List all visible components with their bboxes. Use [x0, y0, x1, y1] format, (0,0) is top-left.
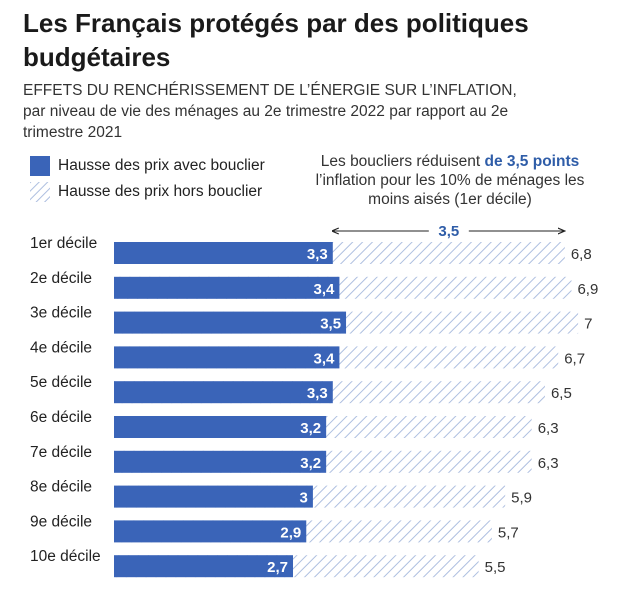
value-label-without-shield: 5,7 [498, 524, 519, 541]
legend-swatch-solid [30, 156, 50, 176]
category-label: 8e décile [30, 479, 92, 496]
value-label-with-shield: 3,4 [314, 350, 336, 367]
category-label: 3e décile [30, 305, 92, 322]
value-label-with-shield: 3,4 [314, 281, 336, 298]
value-label-with-shield: 3,3 [307, 385, 328, 402]
value-label-with-shield: 3,3 [307, 246, 328, 263]
value-label-with-shield: 3 [300, 490, 308, 507]
category-label: 2e décile [30, 270, 92, 287]
chart-title: Les Français protégés par des politiques… [23, 8, 529, 72]
bars-group: 1er décile 3,3 6,8 2e décile 3,4 6,9 3e décile… [30, 235, 598, 578]
value-label-without-shield: 6,9 [577, 281, 598, 298]
value-label-without-shield: 6,5 [551, 385, 572, 402]
category-label: 6e décile [30, 409, 92, 426]
value-label-without-shield: 6,3 [538, 420, 559, 437]
category-label: 5e décile [30, 374, 92, 391]
bar-with-shield [114, 485, 313, 508]
legend-item-without-shield: Hausse des prix hors bouclier [30, 179, 265, 205]
chart-subtitle: EFFETS DU RENCHÉRISSEMENT DE L’ÉNERGIE S… [23, 80, 563, 143]
bracket-label: 3,5 [438, 223, 459, 240]
bar-with-shield [114, 311, 347, 334]
category-label: 10e décile [30, 548, 101, 565]
value-label-with-shield: 2,9 [280, 524, 301, 541]
value-label-with-shield: 2,7 [267, 559, 288, 576]
value-label-with-shield: 3,2 [300, 455, 321, 472]
annotation-suffix: l’inflation pour les 10% de ménages les … [315, 172, 585, 208]
value-label-without-shield: 5,5 [485, 559, 506, 576]
value-label-with-shield: 3,5 [320, 316, 341, 333]
annotation-prefix: Les boucliers réduisent [320, 153, 481, 170]
legend-label-without-shield: Hausse des prix hors bouclier [58, 183, 263, 200]
bar-with-shield [114, 520, 307, 543]
category-label: 1er décile [30, 235, 97, 252]
annotation: Les boucliers réduisent de 3,5 points l’… [300, 152, 600, 209]
category-label: 4e décile [30, 339, 92, 356]
value-label-without-shield: 6,3 [538, 455, 559, 472]
bar-with-shield [114, 416, 327, 438]
value-label-without-shield: 7 [584, 316, 592, 333]
difference-bracket: 3,5 [333, 223, 565, 240]
subtitle-description: par niveau de vie des ménages au 2e trim… [23, 103, 509, 141]
bar-with-shield [114, 346, 340, 369]
legend-item-with-shield: Hausse des prix avec bouclier [30, 153, 265, 179]
bar-with-shield [114, 555, 294, 578]
legend: Hausse des prix avec bouclier Hausse des… [30, 153, 265, 205]
value-label-without-shield: 5,9 [511, 490, 532, 507]
legend-swatch-hatched [30, 182, 50, 202]
legend-label-with-shield: Hausse des prix avec bouclier [58, 157, 265, 174]
category-label: 9e décile [30, 513, 92, 530]
bar-with-shield [114, 381, 333, 404]
bar-with-shield [114, 450, 327, 473]
value-label-with-shield: 3,2 [300, 420, 321, 437]
value-label-without-shield: 6,7 [564, 350, 585, 367]
bar-with-shield [114, 276, 340, 299]
value-label-without-shield: 6,8 [571, 246, 592, 263]
annotation-highlight: de 3,5 points [484, 153, 580, 170]
category-label: 7e décile [30, 444, 92, 461]
bar-with-shield [114, 242, 333, 264]
subtitle-caps: EFFETS DU RENCHÉRISSEMENT DE L’ÉNERGIE S… [23, 82, 517, 99]
